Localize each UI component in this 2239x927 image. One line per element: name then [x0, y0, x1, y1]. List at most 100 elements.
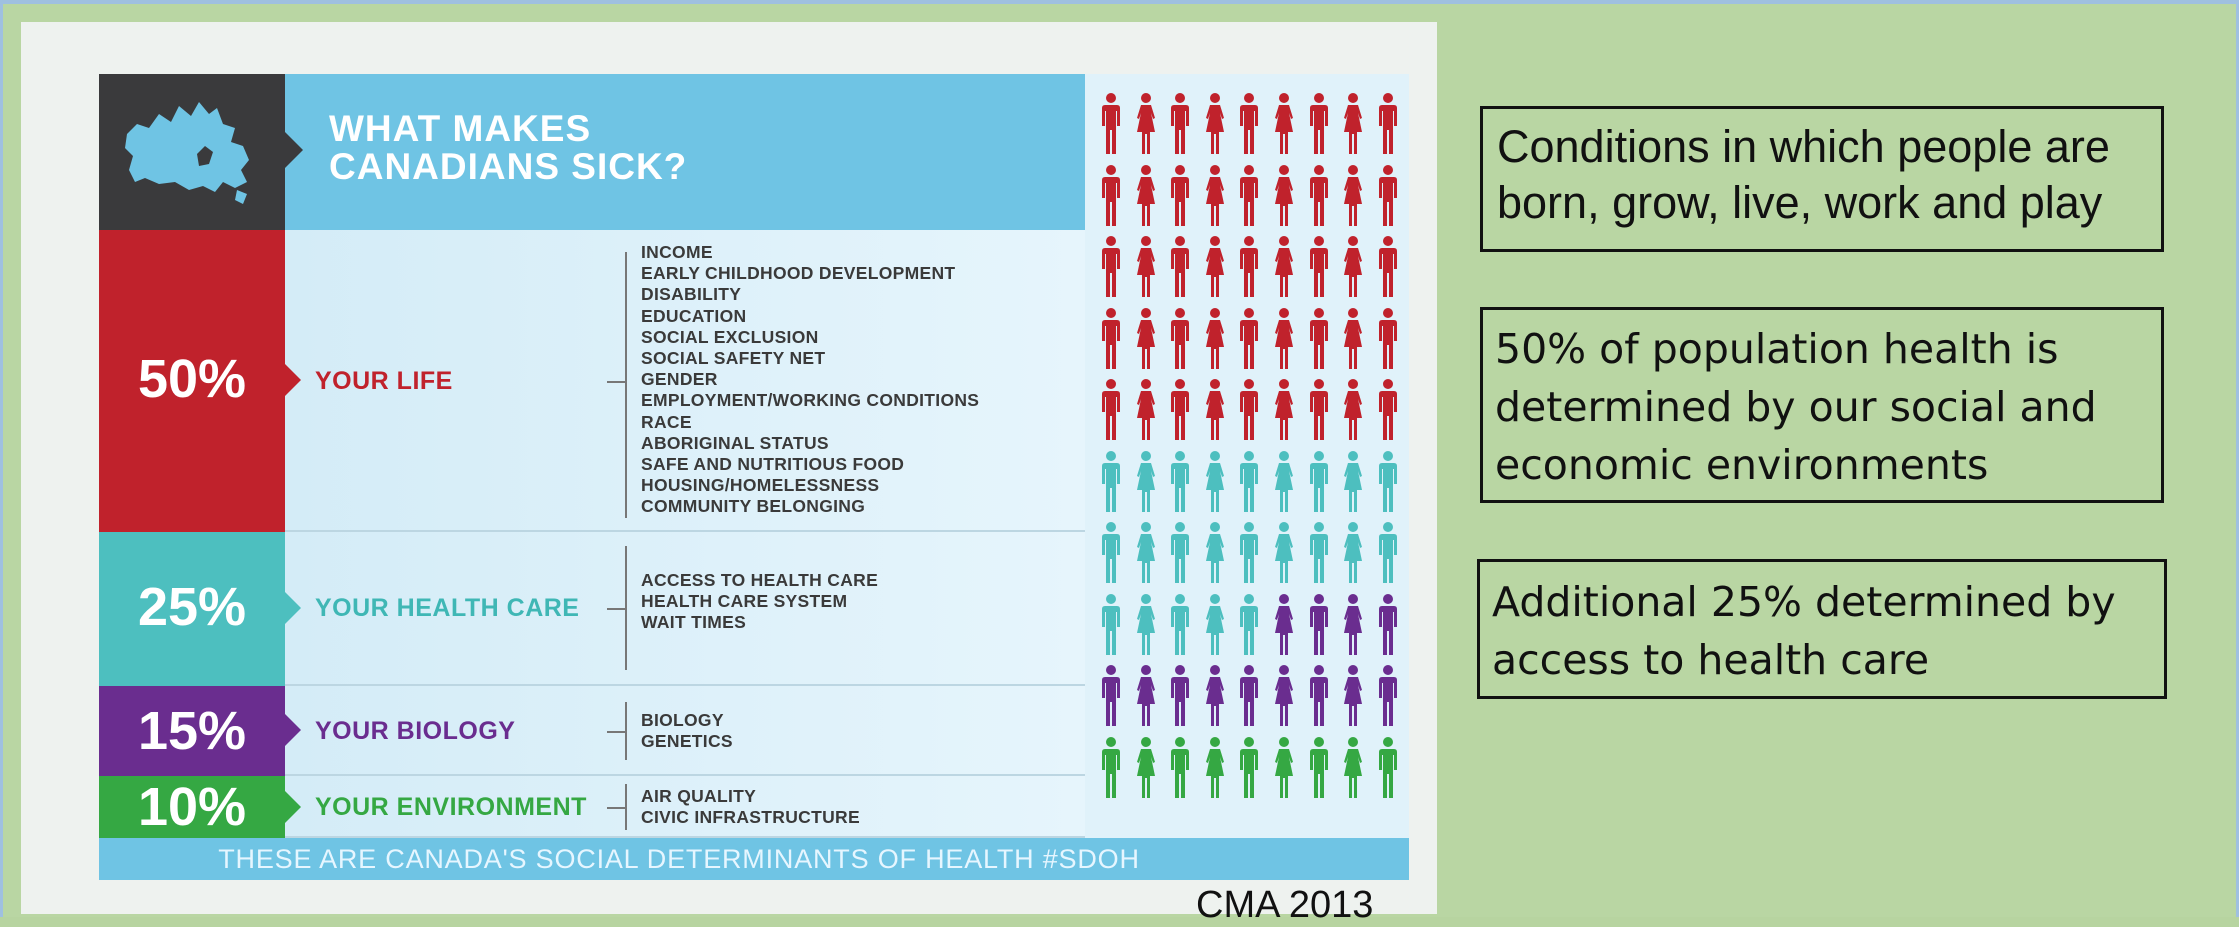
person-figure-icon: [1136, 665, 1155, 726]
person-figure-icon: [1275, 450, 1293, 512]
list-item: SOCIAL SAFETY NET: [641, 347, 826, 368]
person-figure-icon: [1136, 736, 1155, 798]
item-list: BIOLOGY GENETICS: [641, 710, 733, 752]
person-figure-icon: [1240, 379, 1259, 440]
person-figure-icon: [1344, 665, 1363, 726]
person-figure-icon: [1171, 593, 1190, 655]
list-item: BIOLOGY: [641, 710, 724, 730]
callout-conditions: Conditions in which people are born, gro…: [1480, 106, 2164, 252]
list-item: GENDER: [641, 369, 718, 390]
person-figure-icon: [1171, 665, 1190, 726]
person-figure-icon: [1344, 307, 1363, 369]
list-item: EARLY CHILDHOOD DEVELOPMENT: [641, 263, 956, 284]
row-background: [285, 776, 1085, 838]
person-figure-icon: [1344, 593, 1363, 655]
row-your-biology: 15% YOUR BIOLOGY BIOLOGY GENETICS: [99, 686, 1085, 776]
person-figure-icon: [1102, 164, 1120, 226]
person-figure-icon: [1344, 236, 1363, 297]
percent-block: 10%: [99, 776, 285, 838]
person-figure-icon: [1275, 665, 1293, 726]
person-figure-icon: [1344, 93, 1363, 154]
person-figure-icon: [1378, 164, 1397, 226]
infographic-title: WHAT MAKES CANADIANS SICK?: [329, 108, 688, 187]
person-figure-icon: [1102, 593, 1120, 655]
person-figure-icon: [1136, 164, 1155, 226]
bracket-line: [625, 252, 627, 518]
canada-map-icon: [125, 102, 249, 204]
person-figure-icon: [1378, 236, 1397, 297]
person-figure-icon: [1275, 236, 1293, 297]
percent-block: 15%: [99, 686, 285, 776]
person-figure-icon: [1102, 379, 1120, 440]
item-list: INCOME EARLY CHILDHOOD DEVELOPMENT DISAB…: [641, 242, 979, 517]
person-figure-icon: [1344, 450, 1363, 512]
person-figure-icon: [1102, 450, 1120, 512]
person-figure-icon: [1205, 93, 1224, 154]
title-band: WHAT MAKES CANADIANS SICK?: [285, 74, 1085, 230]
list-item: INCOME: [641, 242, 713, 262]
list-item: SAFE AND NUTRITIOUS FOOD: [641, 453, 905, 474]
infographic: WHAT MAKES CANADIANS SICK? 50% YOUR LIFE…: [99, 74, 1409, 880]
connector-line: [607, 731, 625, 733]
row-background: [285, 532, 1085, 686]
person-figure-icon: [1102, 307, 1120, 369]
callout-fifty-percent: 50% of population health is determined b…: [1480, 307, 2164, 503]
person-figure-grid: [1099, 92, 1409, 832]
connector-line: [607, 381, 625, 383]
person-figure-icon: [1378, 593, 1397, 655]
list-item: ABORIGINAL STATUS: [641, 432, 829, 453]
person-figure-icon: [1378, 93, 1397, 154]
person-figure-icon: [1309, 522, 1328, 583]
person-figure-icon: [1344, 164, 1363, 226]
person-figure-icon: [1171, 379, 1190, 440]
person-figure-icon: [1171, 307, 1190, 369]
person-figure-icon: [1205, 307, 1224, 369]
person-figure-icon: [1171, 164, 1190, 226]
person-figure-icon: [1102, 665, 1120, 726]
person-figure-icon: [1344, 736, 1363, 798]
person-figure-icon: [1136, 236, 1155, 297]
person-figure-icon: [1309, 236, 1328, 297]
title-arrow: [285, 132, 303, 168]
person-figure-icon: [1102, 236, 1120, 297]
row-your-health-care: 25% YOUR HEALTH CARE ACCESS TO HEALTH CA…: [99, 532, 1085, 686]
person-figure-icon: [1378, 450, 1397, 512]
person-figure-icon: [1205, 164, 1224, 226]
percent-value: 50%: [137, 349, 247, 409]
person-figure-icon: [1205, 665, 1224, 726]
person-figure-icon: [1275, 307, 1293, 369]
person-figure-icon: [1136, 379, 1155, 440]
list-item: CIVIC INFRASTRUCTURE: [641, 807, 860, 828]
list-item: SOCIAL EXCLUSION: [641, 326, 819, 347]
person-figure-icon: [1275, 593, 1293, 655]
person-figure-icon: [1240, 450, 1259, 512]
chevron-right-icon: [285, 592, 301, 624]
person-figure-icon: [1102, 93, 1120, 154]
row-label: YOUR LIFE: [315, 367, 453, 395]
percent-value: 15%: [137, 701, 247, 761]
person-figure-icon: [1309, 307, 1328, 369]
connector-line: [607, 608, 625, 610]
percent-block: 25%: [99, 532, 285, 686]
person-figure-icon: [1309, 665, 1328, 726]
list-item: GENETICS: [641, 731, 733, 752]
person-figure-icon: [1309, 164, 1328, 226]
item-list: ACCESS TO HEALTH CARE HEALTH CARE SYSTEM…: [641, 570, 878, 634]
person-figure-icon: [1205, 522, 1224, 583]
bracket-line: [625, 546, 627, 670]
person-figure-icon: [1205, 379, 1224, 440]
person-figure-icon: [1171, 93, 1190, 154]
person-figure-icon: [1378, 665, 1397, 726]
list-item: AIR QUALITY: [641, 786, 757, 806]
person-figure-icon: [1205, 593, 1224, 655]
person-figure-icon: [1309, 379, 1328, 440]
person-figure-icon: [1102, 522, 1120, 583]
footer-band: THESE ARE CANADA'S SOCIAL DETERMINANTS O…: [99, 838, 1409, 880]
connector-line: [607, 807, 625, 809]
person-figure-icon: [1136, 307, 1155, 369]
person-figure-icon: [1240, 164, 1259, 226]
percent-block: 50%: [99, 230, 285, 532]
person-figure-icon: [1205, 450, 1224, 512]
person-figure-icon: [1309, 593, 1328, 655]
person-figure-icon: [1309, 93, 1328, 154]
